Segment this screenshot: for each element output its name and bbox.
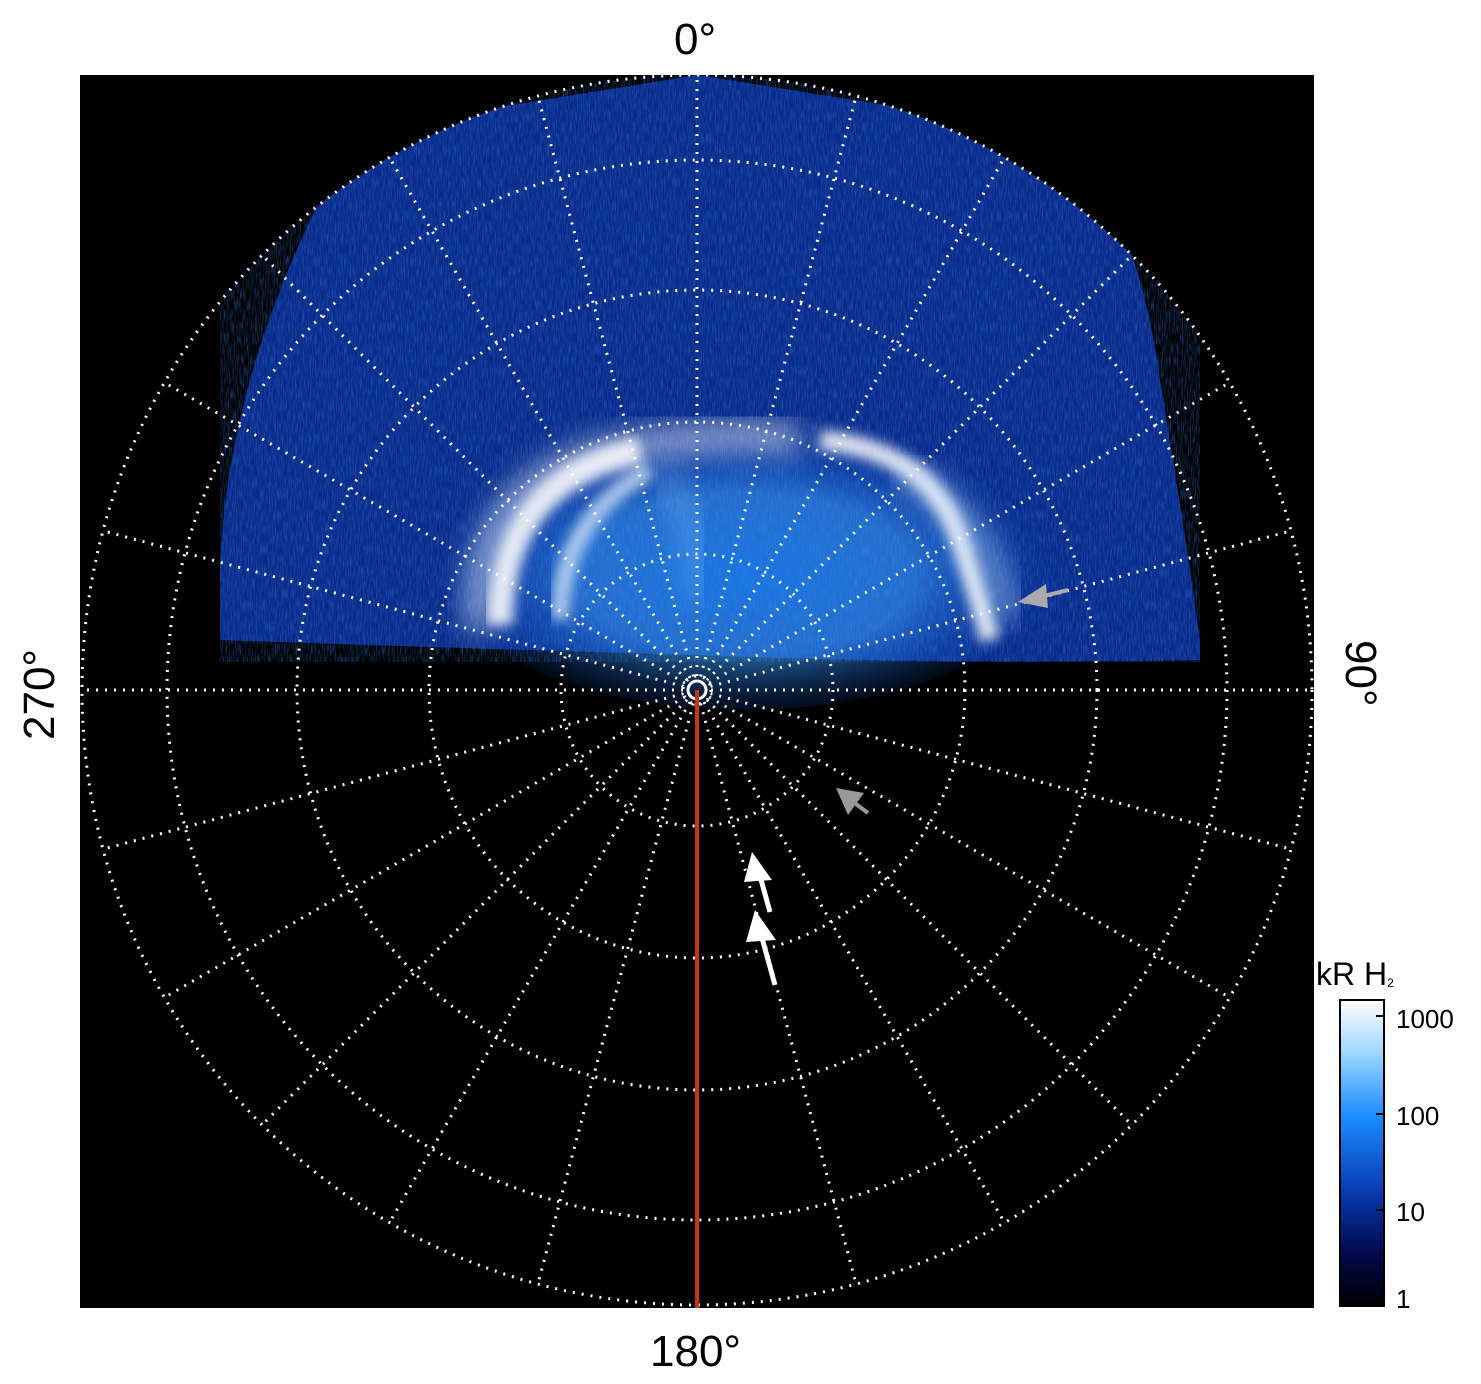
arrow-white-upper bbox=[744, 852, 773, 913]
longitude-spoke bbox=[699, 95, 858, 677]
label-90-deg: 90° bbox=[1336, 640, 1385, 707]
longitude-spoke bbox=[261, 254, 689, 682]
arrow-gray-mid bbox=[836, 788, 870, 815]
longitude-spoke bbox=[388, 156, 692, 679]
colorbar-ticks bbox=[1376, 1015, 1384, 1301]
longitude-spoke bbox=[261, 698, 689, 1126]
arrow-white-lower bbox=[746, 910, 778, 986]
longitude-spoke bbox=[705, 698, 1133, 1126]
colorbar-tick-1: 1 bbox=[1396, 1284, 1411, 1314]
colorbar-tick-10: 10 bbox=[1396, 1197, 1425, 1227]
arrow-gray-right bbox=[1018, 584, 1069, 608]
label-180-deg: 180° bbox=[650, 1327, 742, 1376]
longitude-spokes bbox=[82, 75, 1312, 1305]
longitude-spoke bbox=[708, 695, 1231, 999]
longitude-spoke bbox=[710, 692, 1292, 851]
colorbar-tick-100: 100 bbox=[1396, 1101, 1440, 1131]
longitude-spoke bbox=[702, 701, 1006, 1224]
longitude-spoke bbox=[710, 529, 1292, 688]
longitude-spoke bbox=[163, 381, 686, 685]
longitude-spoke bbox=[705, 254, 1133, 682]
label-0-deg: 0° bbox=[674, 15, 717, 64]
longitude-spoke bbox=[388, 701, 692, 1224]
longitude-spoke bbox=[702, 156, 1006, 679]
colorbar-tick-1000: 1000 bbox=[1396, 1004, 1454, 1034]
longitude-spoke bbox=[536, 703, 695, 1285]
observed-region bbox=[220, 75, 1200, 710]
colorbar-title: kR H2 bbox=[1316, 956, 1394, 992]
label-270-deg: 270° bbox=[15, 648, 64, 740]
longitude-spoke bbox=[102, 692, 684, 851]
longitude-spoke bbox=[163, 695, 686, 999]
colorbar bbox=[1339, 999, 1385, 1307]
longitude-spoke bbox=[102, 529, 684, 688]
longitude-spoke bbox=[536, 95, 695, 677]
longitude-spoke bbox=[708, 381, 1231, 685]
longitude-spoke bbox=[699, 703, 858, 1285]
